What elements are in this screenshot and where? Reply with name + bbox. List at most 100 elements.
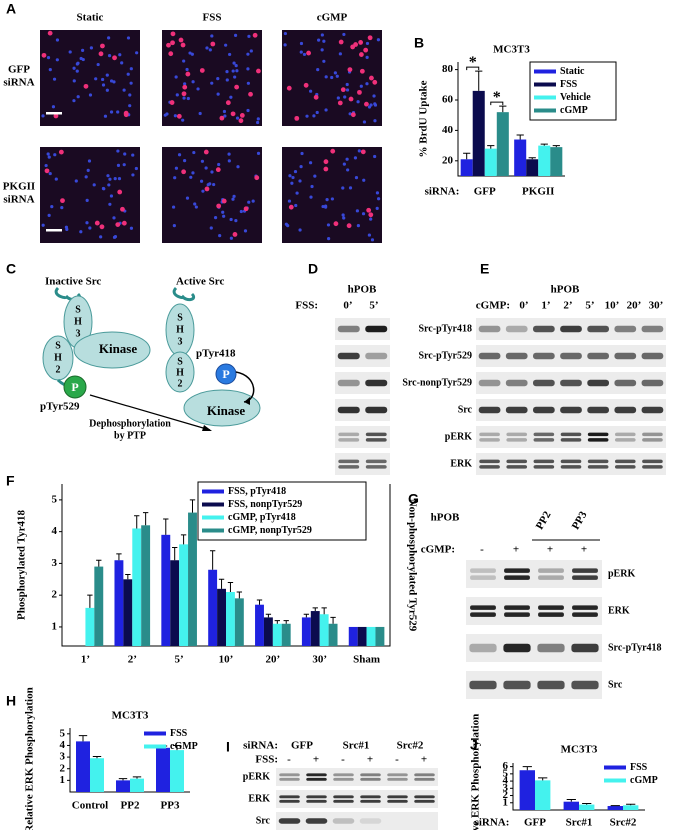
brdu-nucleus [98,51,104,57]
legend-label: Static [560,66,585,77]
micrograph [162,30,262,126]
nucleus [227,159,231,163]
nucleus [108,202,112,206]
blot-strip [466,671,602,699]
nucleus [283,43,287,47]
nucleus [373,119,377,123]
band [533,432,555,437]
bar [496,112,509,176]
nucleus [228,52,232,57]
blot-strip [476,453,666,475]
row-label: Src-pTyr418 [418,323,472,334]
kinase-label: Kinase [207,403,246,418]
band [614,325,637,333]
row-label: PKGII [3,181,35,193]
bar [76,741,90,792]
blot-bg [276,812,438,830]
phospho-529 [63,375,87,399]
band [641,406,664,414]
nucleus [375,206,379,210]
nucleus [320,33,324,37]
error-bar [321,607,327,615]
bar [226,592,235,646]
x-tick-label: GFP [474,186,496,198]
x-tick-label: 30’ [312,654,327,666]
brdu-nucleus [83,83,89,89]
band [360,795,381,799]
error-bar [236,591,243,599]
band [337,352,360,360]
nucleus [365,41,370,46]
brdu-nucleus [366,207,372,213]
error-bar [87,594,93,608]
nucleus [112,235,117,239]
nucleus [101,186,106,191]
error-bar [116,553,122,561]
brdu-nucleus [364,101,369,107]
lane-label: + [547,544,553,556]
bar [519,770,535,810]
bar [550,147,563,176]
band [478,352,501,360]
error-bar [172,744,182,751]
nucleus [373,102,377,106]
band [306,777,327,781]
blot-strip [466,597,602,625]
band [642,459,663,464]
group-label: Src#2 [397,740,424,752]
error-bar [256,599,263,605]
y-tick-label: 5 [503,767,509,779]
bar [526,159,539,176]
nucleus [299,50,303,54]
legend-swatch [144,731,166,736]
nucleus [320,48,324,52]
brdu-nucleus [256,68,261,74]
src-diagram: Inactive Src Active Src S H 3 S H 2 Kina… [40,276,261,441]
sirna-label: siRNA: [243,740,278,752]
nucleus [376,38,381,42]
band [479,432,500,437]
legend-swatch [534,95,556,100]
brdu-nucleus [181,169,187,175]
error-bar [132,776,142,779]
nucleus [60,205,64,210]
kinase-label: Kinase [99,341,138,356]
bar [179,544,189,646]
band [504,605,530,610]
nucleus [343,95,347,99]
nucleus [299,164,303,169]
nucleus [353,156,358,160]
error-bar [78,735,88,742]
bar [90,758,104,792]
nucleus [41,223,45,227]
error-bar [540,143,548,146]
nucleus [52,77,57,81]
brdu-nucleus [199,68,205,73]
chart-title: MC3T3 [112,710,149,722]
nucleus [165,112,169,116]
nucleus [232,194,236,198]
micrograph [282,147,382,243]
x-tick-label: 2’ [128,654,137,666]
nucleus [208,48,212,52]
legend-label: cGMP [170,741,198,752]
band [642,438,663,442]
brdu-nucleus [358,40,364,45]
nucleus [85,198,89,202]
bar [234,598,244,646]
nucleus [295,191,299,195]
brdu-nucleus [288,204,294,210]
nucleus [172,224,176,228]
row-label: Src-pTyr529 [418,350,472,361]
y-axis-label: Relative ERK Phosphorylation [470,714,482,830]
micrograph [282,30,382,126]
nucleus [345,157,349,161]
nucleus [175,93,179,97]
lane-label: 1’ [541,300,550,312]
row-label: ERK [450,458,472,469]
band [538,575,564,580]
nucleus [105,73,109,77]
nucleus [74,179,78,183]
nucleus [354,176,359,180]
nucleus [182,59,186,63]
